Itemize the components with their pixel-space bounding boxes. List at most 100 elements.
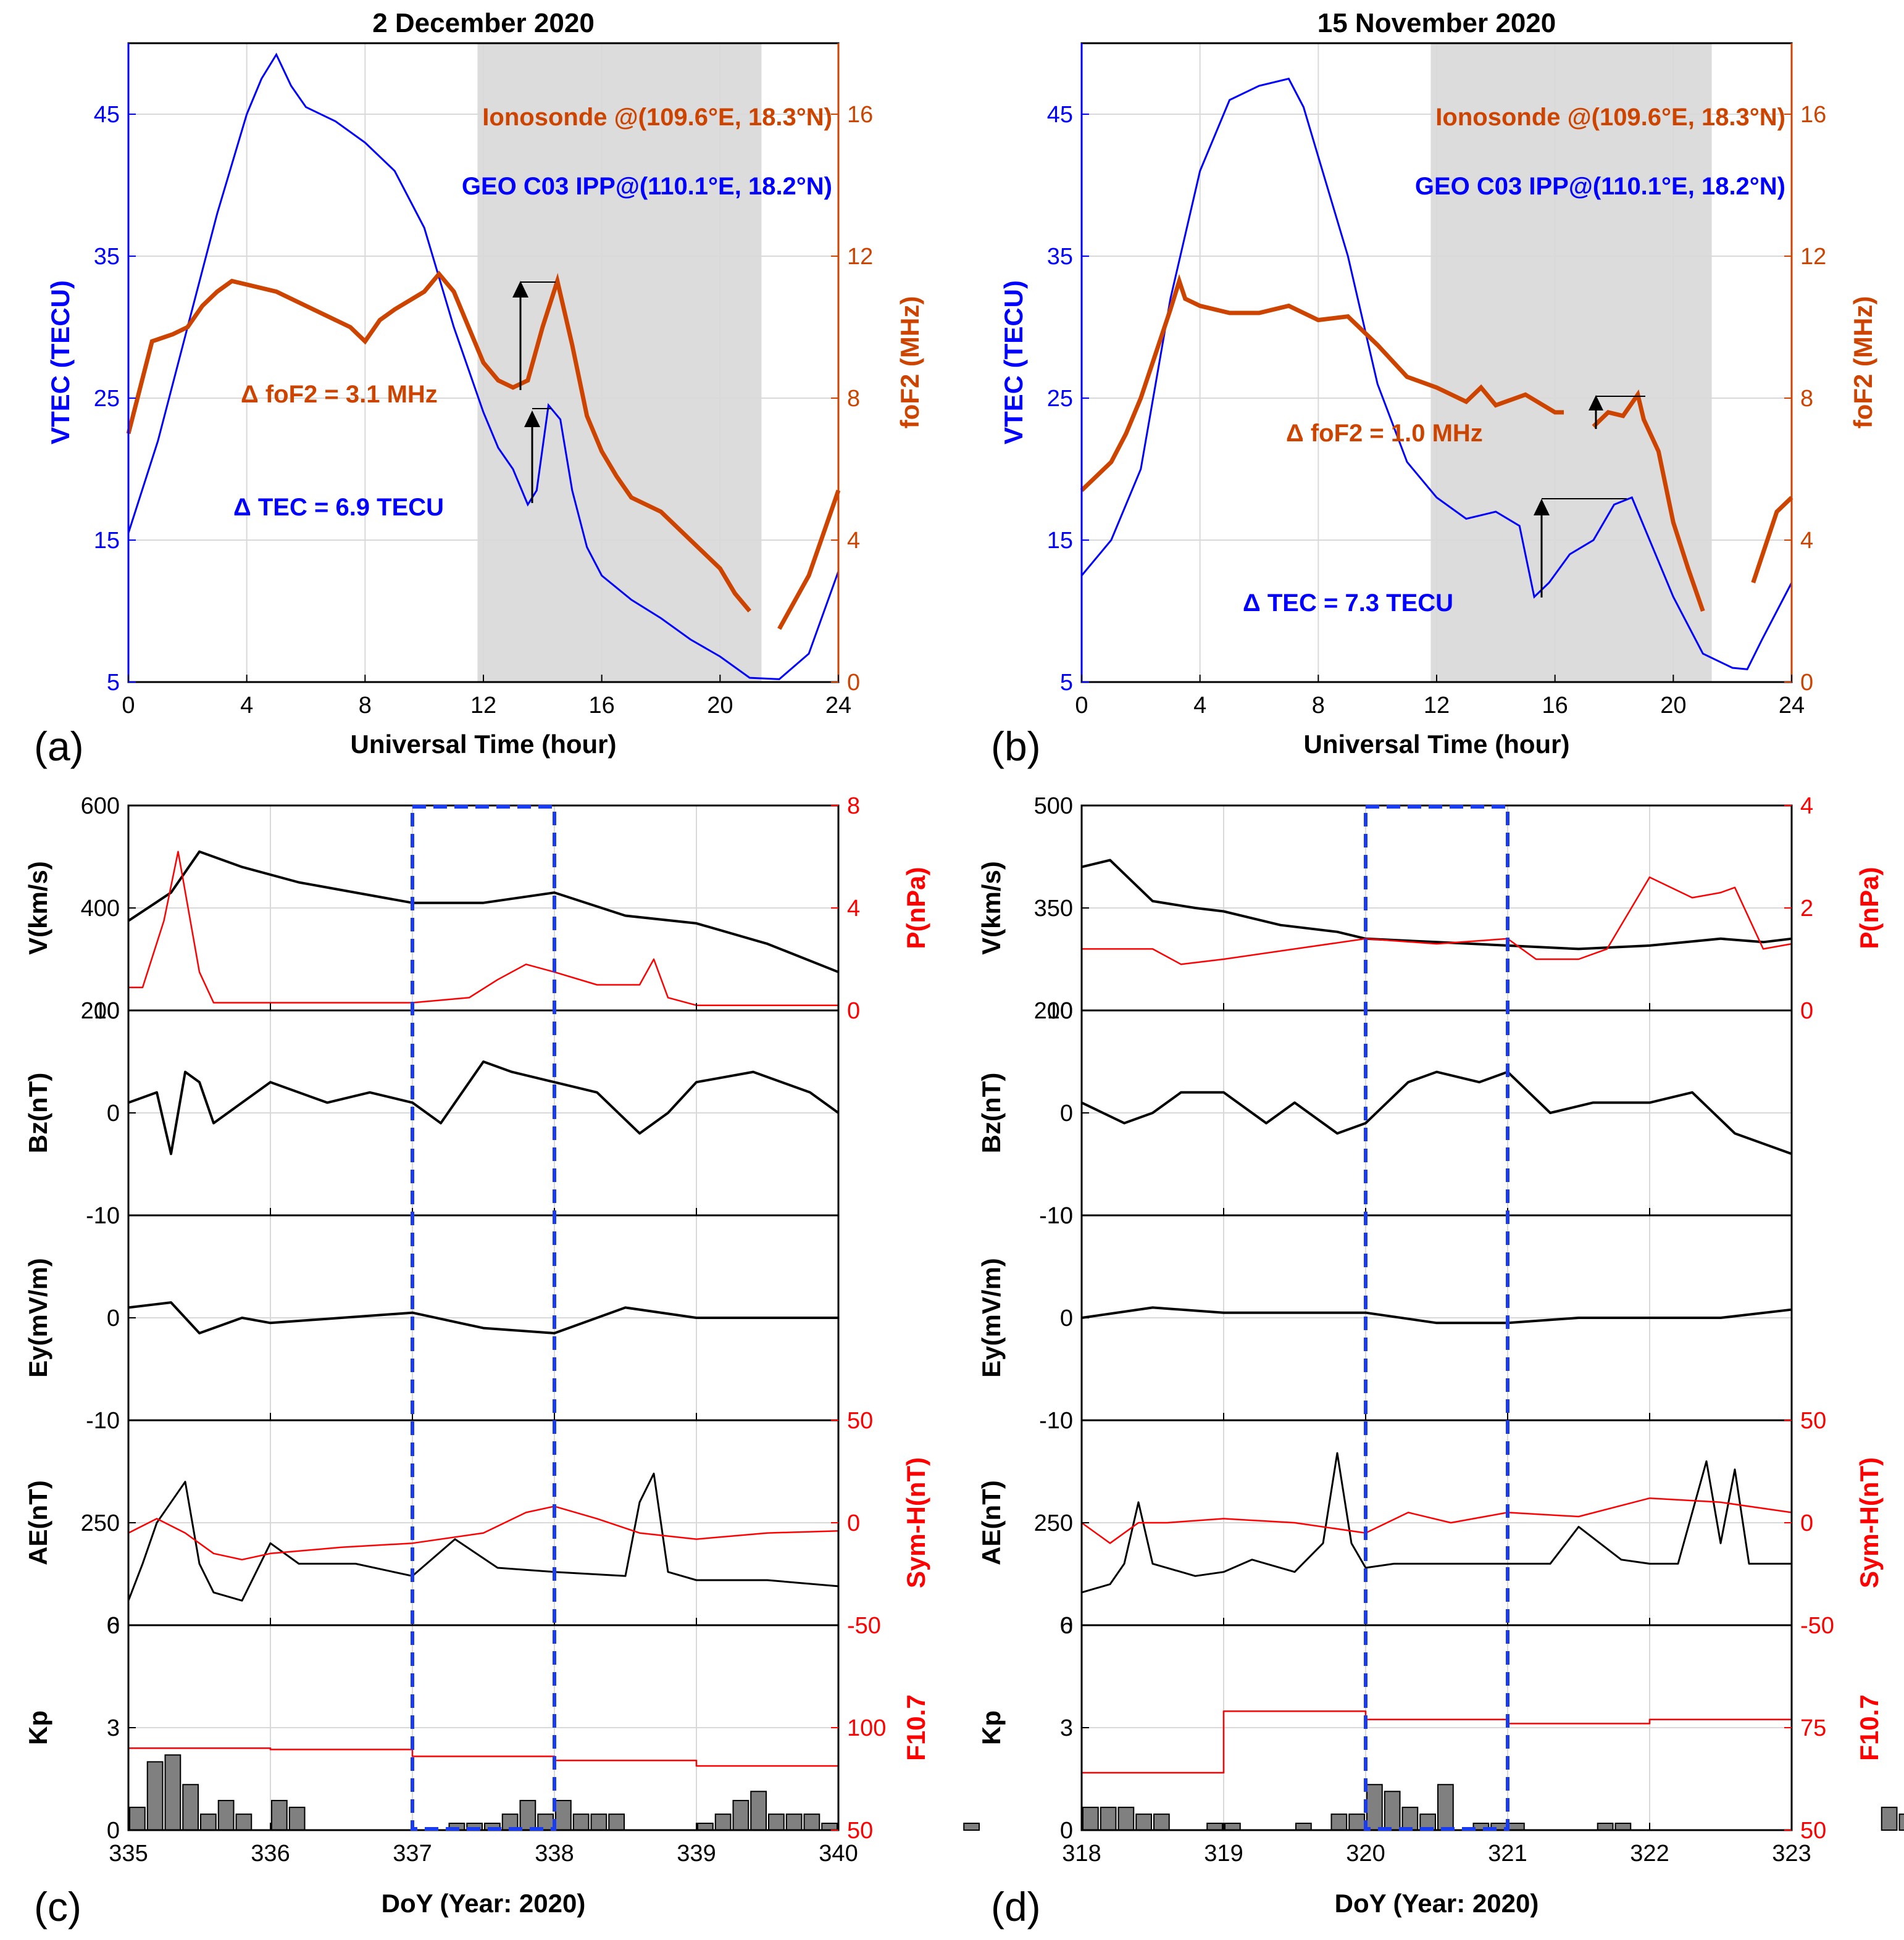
panel-b-dtec-label: Δ TEC = 7.3 TECU [1243, 589, 1453, 617]
panel-c-kp-bar-3 [182, 1784, 199, 1831]
panel-c-kp-bar-6 [235, 1813, 253, 1831]
panel-d-sub-1-ytick-label-2: -10 [1039, 1203, 1073, 1229]
panel-d-sub-0-v-line [1081, 859, 1792, 951]
panel-b-label: (b) [991, 723, 1041, 769]
panel-c-sub-0: 600 400 200 V(km/s) 8 4 0 P(nPa) [23, 793, 930, 1024]
panel-c-sub-4-f10-7-line [128, 1747, 838, 1767]
panel-d-sub-4-ylabel-right: F10.7 [1855, 1694, 1884, 1760]
panel-c-kp-bar-38 [803, 1813, 820, 1831]
panel-c: 600400200V(km/s)840P(nPa)100-10Bz(nT)100… [23, 793, 980, 1867]
panel-d-sub-1-bz-line [1081, 1070, 1792, 1155]
panel-c-kp-bar-27 [608, 1813, 625, 1831]
panel-c-kp-bar-22 [519, 1800, 537, 1831]
panel-d-sub-4-ytick-right-label-0: 75 [1800, 1715, 1826, 1741]
panel-a-ytick-label-1: 15 [94, 528, 120, 554]
panel-c-sub-4-ytick-right-label-0: 100 [847, 1715, 886, 1741]
panel-d-sub-4-ytick-right-label-1: 50 [1800, 1818, 1826, 1844]
panel-b-xtick-label-1: 4 [1193, 693, 1206, 718]
panel-b-ytick-label-3: 35 [1047, 244, 1073, 270]
panel-d-sub-3-ylabel-right: Sym-H(nT) [1855, 1457, 1884, 1588]
panel-c-xtick-label-5: 340 [819, 1841, 858, 1867]
panel-d-kp-bar-7 [1206, 1822, 1223, 1831]
panel-a-legend-ionosonde: Ionosonde @(109.6°E, 18.3°N) [482, 104, 832, 131]
panel-b-ytick-right-label-4: 16 [1800, 102, 1826, 128]
panel-a-xtick-label-2: 8 [359, 693, 372, 718]
panel-b-xtick-label-6: 24 [1779, 693, 1805, 718]
panel-c-kp-bar-36 [768, 1813, 785, 1831]
panel-c-sub-4-ylabel-right: F10.7 [901, 1694, 930, 1760]
panel-b-tec-arrowhead [1534, 499, 1550, 515]
panel-b: 0 4 8 12 16 20 24 5 15 25 35 45 0 4 8 12 16 15 November … [991, 8, 1877, 769]
panel-a-ytick-right-label-3: 12 [847, 244, 873, 270]
panel-c-sub-1-ytick-label-1: 0 [107, 1101, 120, 1126]
panel-d-kp-bar-16 [1366, 1784, 1383, 1831]
panel-d-kp-bar-30 [1614, 1822, 1632, 1831]
panel-c-sub-3-ytick-label-1: 0 [107, 1613, 120, 1639]
panel-c-sub-0-ytick-label-2: 200 [81, 998, 120, 1024]
panel-d-sub-0-ytick-right-label-0: 4 [1800, 793, 1813, 819]
panel-c-xlabel: DoY (Year: 2020) [382, 1889, 586, 1918]
panel-d-kp-bar-3 [1135, 1813, 1152, 1831]
panel-b-title: 15 November 2020 [1317, 8, 1556, 38]
panel-d-kp-bar-1 [1100, 1807, 1117, 1831]
panel-d-sub-3-ytick-label-0: 250 [1034, 1510, 1073, 1536]
panel-b-legend-geo: GEO C03 IPP@(110.1°E, 18.2°N) [1415, 173, 1785, 200]
panel-b-ytick-label-2: 25 [1047, 386, 1073, 412]
panel-d-kp-bar-17 [1384, 1791, 1401, 1831]
panel-c-kp-bar-9 [288, 1807, 306, 1831]
panel-d-xtick-label-3: 321 [1488, 1841, 1527, 1867]
panel-c-sub-0-ylabel: V(km/s) [23, 861, 52, 955]
panel-a-ylabel: VTEC (TECU) [46, 280, 75, 444]
panel-c-sub-0-ytick-right-label-2: 0 [847, 998, 860, 1024]
panel-b-fof2-end-line [1751, 496, 1793, 584]
panel-c-kp-bar-4 [200, 1813, 217, 1831]
panel-b-xtick-label-0: 0 [1075, 693, 1088, 718]
panel-a-xtick-label-3: 12 [470, 693, 496, 718]
panel-c-kp-bar-39 [821, 1822, 838, 1831]
panel-a-ytick-label-0: 5 [107, 670, 120, 696]
panel-a-legend-geo: GEO C03 IPP@(110.1°E, 18.2°N) [462, 173, 832, 200]
panel-b-xtick-label-2: 8 [1312, 693, 1325, 718]
panel-c-sub-3-ytick-right-label-0: 50 [847, 1408, 873, 1434]
panel-c-xtick-label-4: 339 [677, 1841, 716, 1867]
panel-b-ylabel-right: foF2 (MHz) [1848, 296, 1877, 429]
panel-c-kp-bar-8 [271, 1800, 288, 1831]
panel-c-sub-3-ytick-right-label-1: 0 [847, 1510, 860, 1536]
panel-a-label: (a) [34, 723, 84, 769]
panel-b-fof2-arrowhead [1589, 395, 1603, 410]
panel-a-ytick-right-label-1: 4 [847, 528, 860, 554]
panel-d-sub-3-ytick-right-label-0: 50 [1800, 1408, 1826, 1434]
panel-a-ylabel-right: foF2 (MHz) [895, 296, 924, 429]
panel-a-ytick-right-label-4: 16 [847, 102, 873, 128]
panel-d-sub-4-ylabel: Kp [977, 1710, 1006, 1745]
panel-c-kp-bar-47 [963, 1822, 980, 1831]
panel-c-xtick-label-2: 337 [393, 1841, 432, 1867]
panel-d-kp-bar-18 [1401, 1807, 1419, 1831]
panel-c-sub-3: 250 0 AE(nT) 50 0 -50 Sym-H(nT) [23, 1408, 930, 1639]
panel-c-sub-4: 6 3 0 Kp 100 50 F10.7 [23, 1613, 980, 1844]
panel-a-ytick-right-label-2: 8 [847, 386, 860, 412]
panel-c-sub-3-ytick-label-0: 250 [81, 1510, 120, 1536]
panel-c-sub-1-ylabel: Bz(nT) [23, 1073, 52, 1154]
panel-d-xlabel: DoY (Year: 2020) [1335, 1889, 1539, 1918]
panel-a-xtick-label-1: 4 [240, 693, 253, 718]
panel-b-xtick-label-5: 20 [1660, 693, 1686, 718]
panel-d-sub-3-ae-line [1081, 1452, 1792, 1594]
panel-d-kp-bar-12 [1295, 1822, 1312, 1831]
panel-b-fof2-line [1080, 273, 1564, 493]
panel-d-sub-3: 250 0 AE(nT) 50 0 -50 Sym-H(nT) [977, 1408, 1884, 1639]
panel-c-sub-2-ey-line [128, 1301, 838, 1334]
panel-d-sub-3-ylabel: AE(nT) [977, 1480, 1006, 1565]
panel-c-sub-4-ytick-label-1: 3 [107, 1715, 120, 1741]
panel-d-sub-4-ytick-label-2: 0 [1060, 1818, 1073, 1844]
panel-b-legend-ionosonde: Ionosonde @(109.6°E, 18.3°N) [1435, 104, 1785, 131]
panel-c-kp-bar-37 [785, 1813, 803, 1831]
panel-c-sub-1: 10 0 -10 Bz(nT) [23, 998, 840, 1229]
panel-c-sub-4-ylabel: Kp [23, 1710, 52, 1745]
panel-a-ytick-label-4: 45 [94, 102, 120, 128]
panel-a-shade [477, 43, 762, 682]
panel-a-vtec-line [127, 52, 840, 680]
panel-c-sub-0-ylabel-right: P(nPa) [901, 867, 930, 949]
panel-d-kp-bar-2 [1117, 1807, 1135, 1831]
panel-c-sub-0-ytick-label-1: 400 [81, 896, 120, 922]
